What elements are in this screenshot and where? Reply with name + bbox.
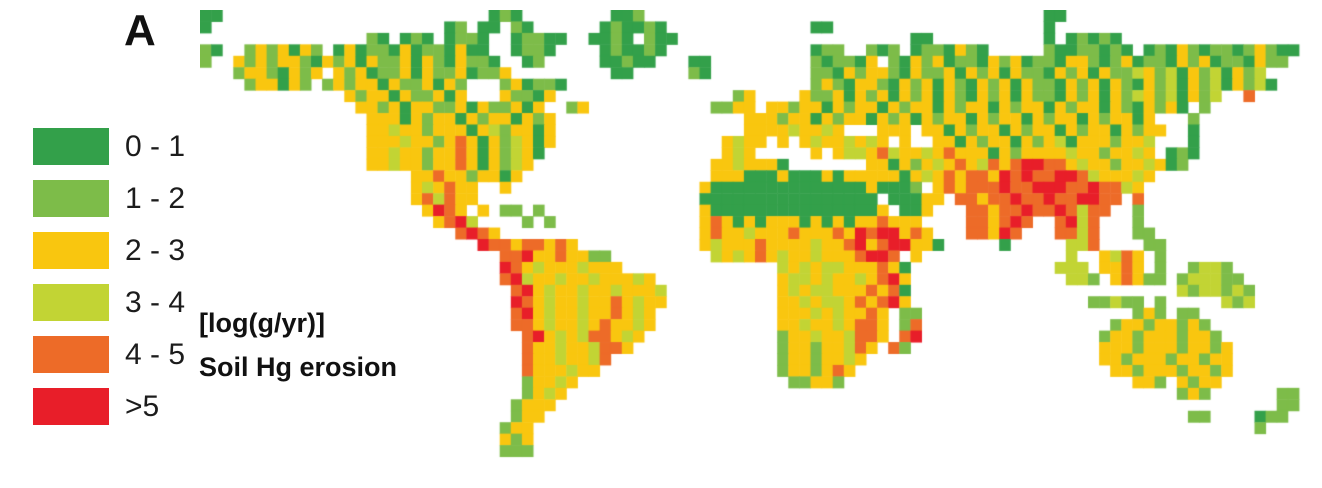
legend-swatch-gt5	[33, 388, 109, 425]
legend: 0 - 1 1 - 2 2 - 3 3 - 4 4 - 5 >5	[33, 128, 185, 440]
legend-label-gt5: >5	[125, 389, 160, 423]
legend-row-1-2: 1 - 2	[33, 180, 185, 217]
legend-unit-label: [log(g/yr)]	[199, 308, 325, 338]
legend-swatch-0-1	[33, 128, 109, 165]
legend-row-4-5: 4 - 5	[33, 336, 185, 373]
legend-row-gt5: >5	[33, 388, 185, 425]
legend-label-0-1: 0 - 1	[125, 129, 186, 163]
legend-swatch-4-5	[33, 336, 109, 373]
legend-swatch-3-4	[33, 284, 109, 321]
legend-row-2-3: 2 - 3	[33, 232, 185, 269]
panel-label: A	[124, 6, 156, 55]
legend-row-0-1: 0 - 1	[33, 128, 185, 165]
legend-swatch-2-3	[33, 232, 109, 269]
legend-title: Soil Hg erosion	[199, 352, 398, 382]
legend-label-1-2: 1 - 2	[125, 181, 186, 215]
legend-row-3-4: 3 - 4	[33, 284, 185, 321]
legend-swatch-1-2	[33, 180, 109, 217]
world-map-raster	[200, 10, 1310, 468]
legend-label-3-4: 3 - 4	[125, 285, 186, 319]
legend-label-4-5: 4 - 5	[125, 337, 186, 371]
legend-label-2-3: 2 - 3	[125, 233, 186, 267]
legend-caption: [log(g/yr)] Soil Hg erosion	[199, 310, 397, 381]
